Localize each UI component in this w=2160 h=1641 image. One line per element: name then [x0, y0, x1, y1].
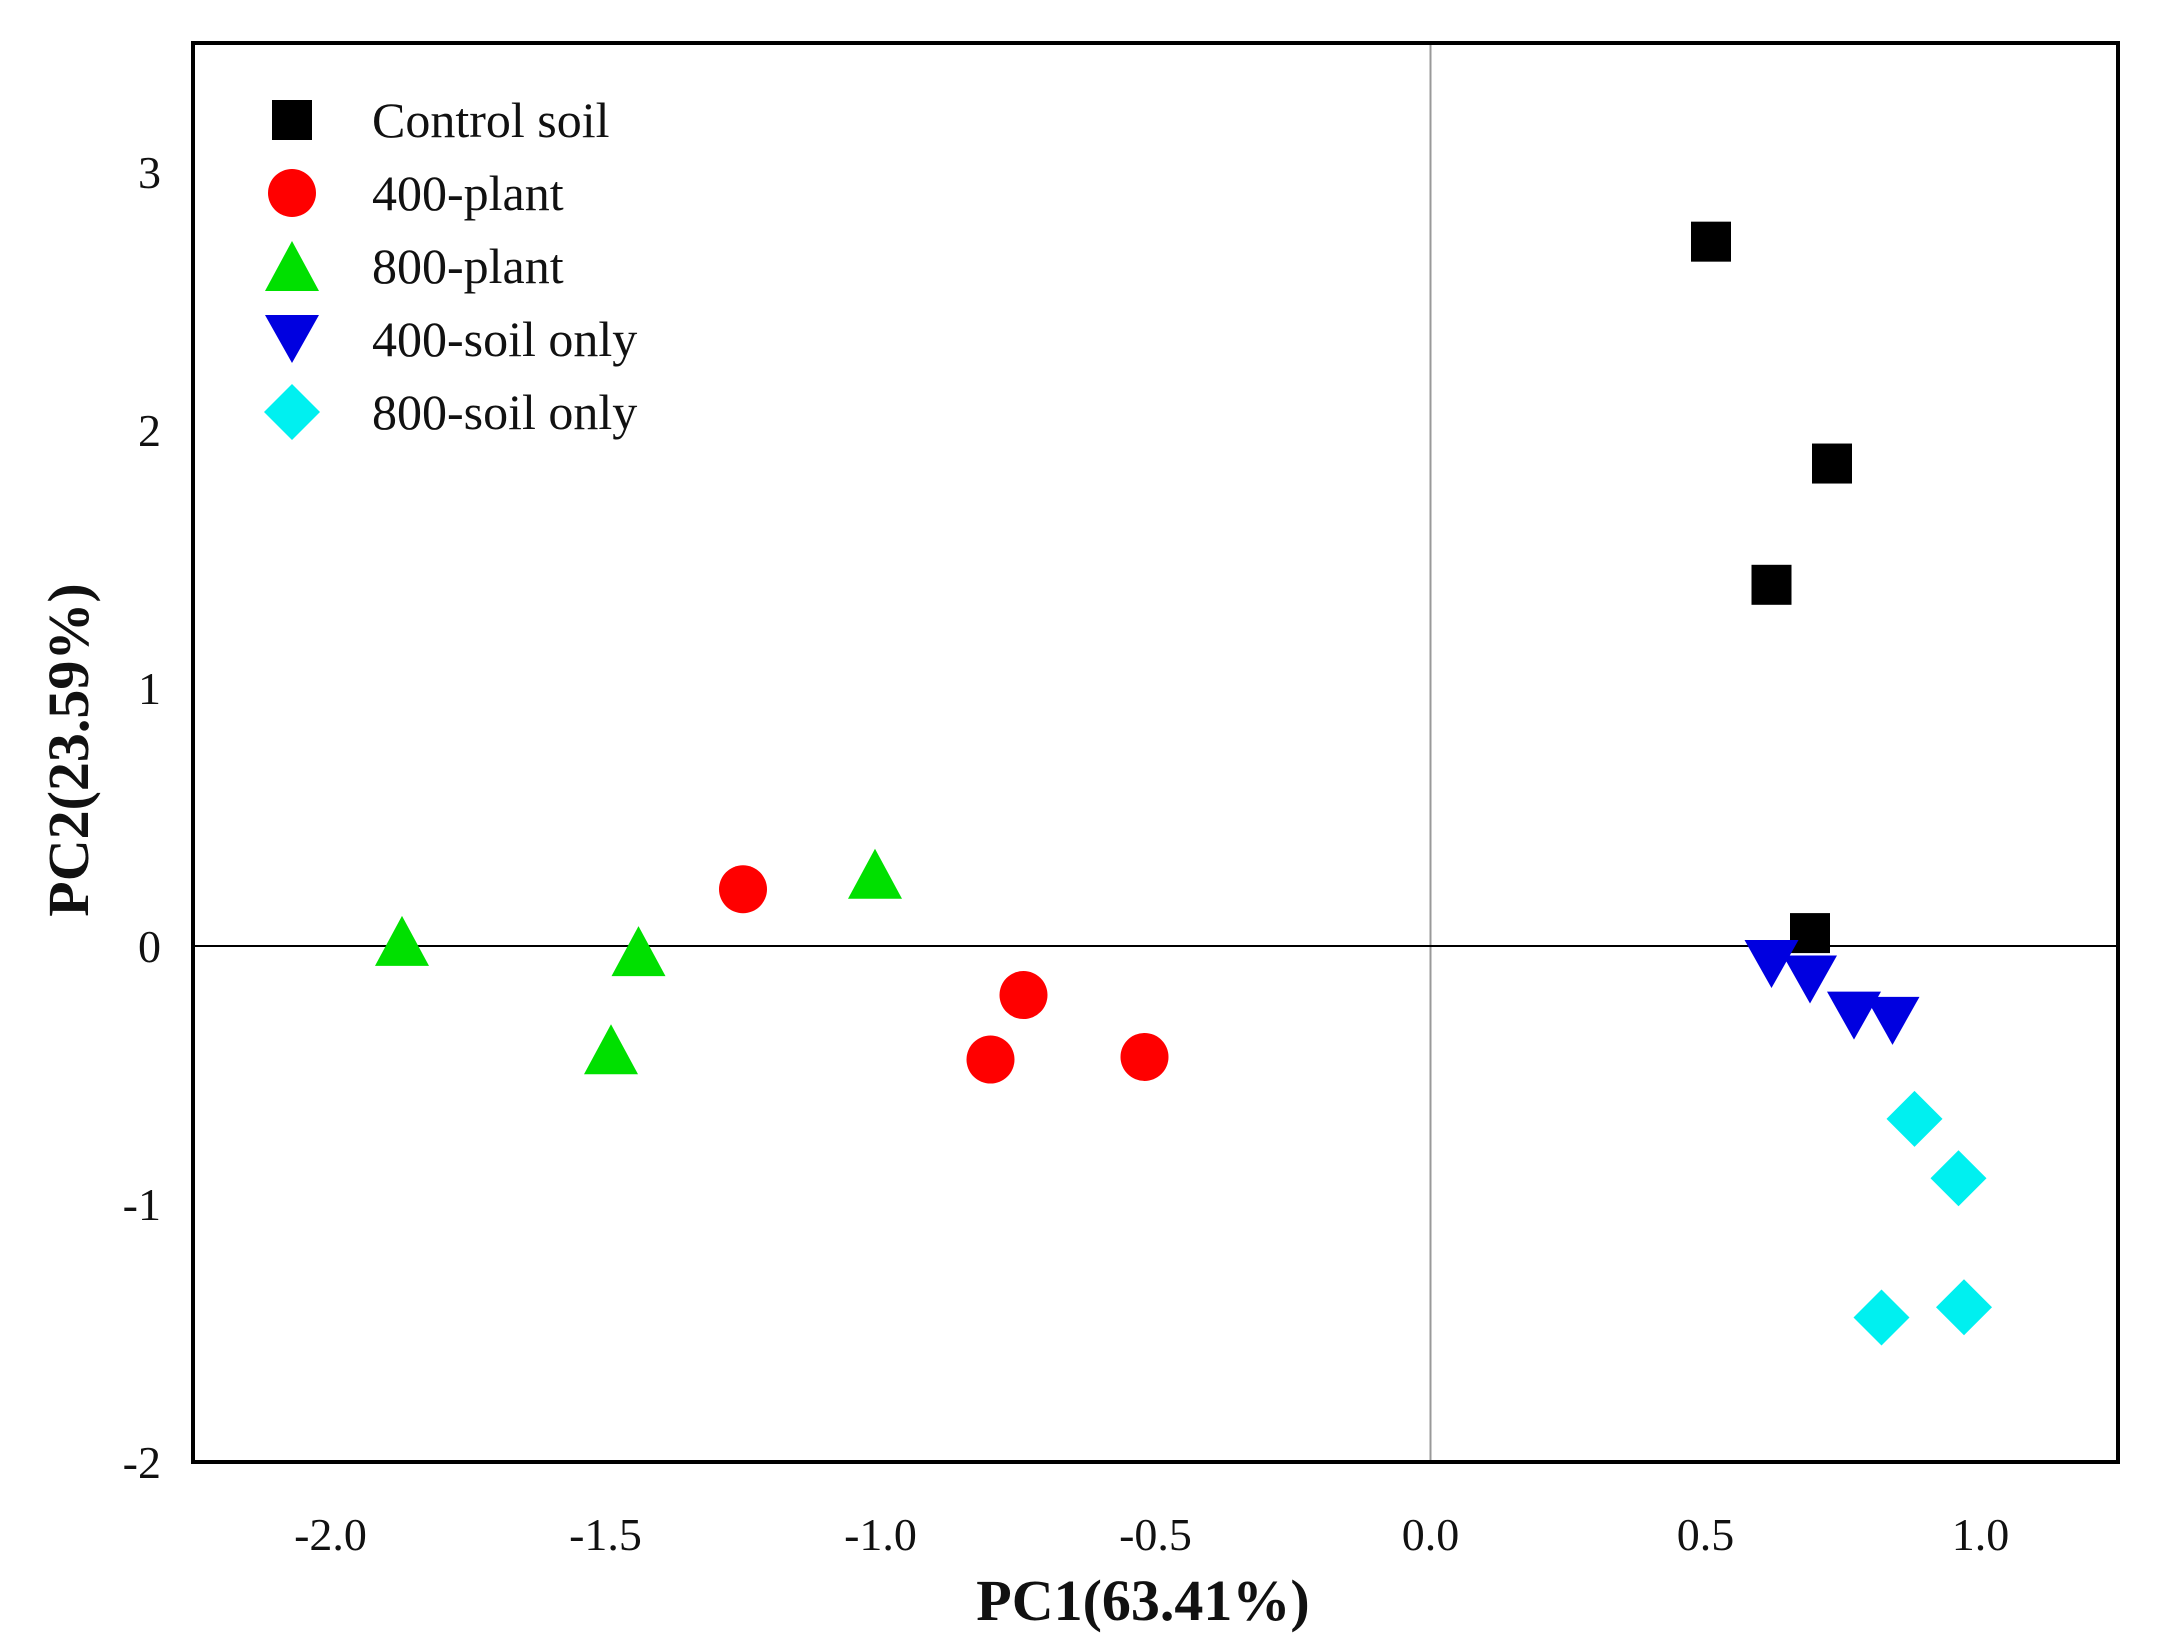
y-tick-label: 1: [138, 663, 161, 714]
point-400-soil-only: [1827, 991, 1881, 1040]
point-800-plant: [584, 1024, 638, 1075]
point-800-soil-only: [1853, 1289, 1910, 1346]
point-control-soil: [1812, 443, 1852, 484]
axis-ticks: -2.0 -1.5 -1.0 -0.5 0.0 0.5 1.0 -2 -1 0 1 2 3: [123, 147, 2010, 1560]
y-tick-label: -1: [123, 1179, 161, 1230]
x-tick-label: 1.0: [1952, 1509, 2010, 1560]
point-800-soil-only: [1936, 1279, 1992, 1336]
data-points: [375, 221, 1992, 1346]
legend-marker-400-plant: [268, 169, 316, 217]
x-tick-label: -1.0: [844, 1509, 917, 1560]
y-tick-label: -2: [123, 1437, 161, 1488]
legend-label-control-soil: Control soil: [372, 92, 610, 148]
legend: Control soil 400-plant 800-plant 400-soil o…: [264, 92, 637, 440]
legend-label-400-soil-only: 400-soil only: [372, 311, 637, 367]
x-tick-label: 0.0: [1402, 1509, 1460, 1560]
point-control-soil: [1751, 564, 1792, 605]
point-control-soil: [1790, 913, 1830, 954]
point-control-soil: [1691, 221, 1731, 262]
legend-label-800-soil-only: 800-soil only: [372, 384, 637, 440]
point-800-plant: [848, 848, 902, 899]
point-400-plant: [999, 971, 1048, 1020]
point-400-plant: [966, 1035, 1015, 1084]
legend-marker-800-plant: [265, 241, 319, 291]
y-axis-title: PC2(23.59%): [36, 583, 101, 916]
legend-marker-control-soil: [272, 100, 312, 140]
point-400-plant: [1120, 1032, 1169, 1081]
point-800-plant: [611, 926, 666, 977]
x-tick-label: -2.0: [294, 1509, 367, 1560]
y-tick-label: 2: [138, 405, 161, 456]
x-tick-label: -0.5: [1119, 1509, 1192, 1560]
y-tick-label: 3: [138, 147, 161, 198]
point-800-soil-only: [1930, 1150, 1987, 1207]
legend-marker-400-soil-only: [265, 315, 319, 363]
point-800-soil-only: [1886, 1090, 1943, 1147]
x-tick-label: 0.5: [1677, 1509, 1735, 1560]
point-400-plant: [719, 865, 767, 914]
point-400-soil-only: [1744, 940, 1799, 989]
point-800-plant: [375, 915, 429, 966]
plot-frame: [191, 41, 2120, 1464]
x-tick-label: -1.5: [569, 1509, 642, 1560]
x-axis-title: PC1(63.41%): [976, 1568, 1309, 1633]
y-tick-label: 0: [138, 921, 161, 972]
legend-marker-800-soil-only: [264, 384, 320, 440]
point-400-soil-only: [1783, 955, 1837, 1004]
legend-label-800-plant: 800-plant: [372, 238, 564, 294]
point-400-soil-only: [1865, 996, 1920, 1045]
legend-label-400-plant: 400-plant: [372, 165, 564, 221]
